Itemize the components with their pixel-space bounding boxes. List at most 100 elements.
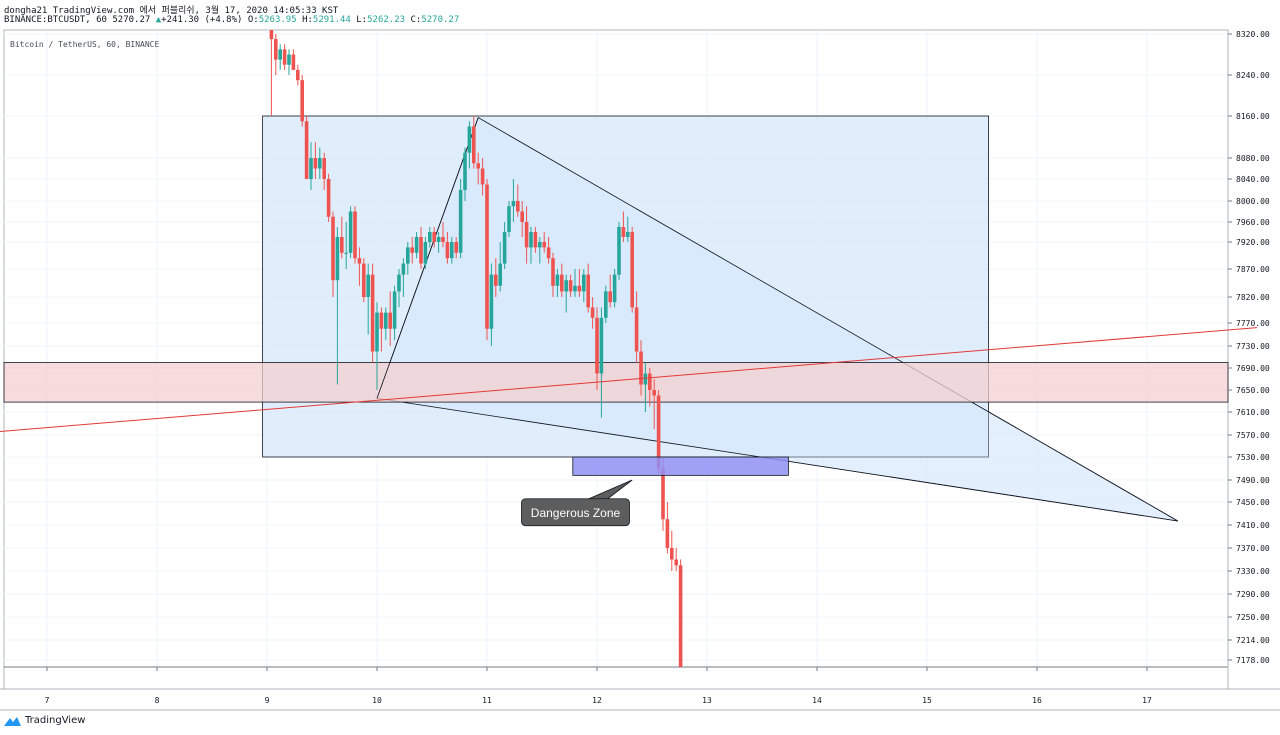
candle-body	[595, 317, 599, 374]
candle-body	[419, 237, 423, 264]
last-price: 5270.27	[112, 15, 151, 25]
candle-body	[590, 307, 595, 318]
candle-body	[300, 80, 304, 122]
candle-body	[494, 274, 498, 286]
candle-body	[656, 395, 661, 469]
candle-body	[586, 274, 590, 308]
candle-body	[450, 242, 454, 259]
up-arrow-icon: ▲	[155, 15, 162, 25]
candle-body	[599, 317, 604, 374]
candle-body	[555, 274, 560, 286]
candle-body	[498, 263, 502, 286]
close-label: C:	[410, 15, 422, 25]
candle-body	[348, 211, 353, 253]
candle-body	[309, 158, 313, 179]
candle-body	[331, 216, 335, 281]
time-tick-label: 16	[1032, 696, 1042, 705]
dangerous-box[interactable]	[572, 456, 789, 476]
candle-body	[621, 227, 626, 237]
low-value: 5262.23	[367, 15, 406, 25]
candle-body	[357, 258, 362, 264]
open-label: O:	[247, 15, 259, 25]
candle-body	[287, 54, 291, 65]
candle-body	[326, 179, 331, 217]
candle-body	[643, 373, 648, 385]
time-tick-label: 7	[45, 696, 50, 705]
candle-body	[472, 126, 476, 164]
candle-body	[538, 242, 542, 248]
candle-body	[375, 312, 379, 352]
ohlc-bar: BINANCE:BTCUSDT, 60 5270.27 ▲+241.30 (+4…	[4, 15, 459, 25]
apex-line[interactable]	[376, 117, 479, 399]
candle-body	[573, 285, 577, 292]
candle-body	[362, 263, 366, 297]
price-tick-label: 7490.00	[1236, 476, 1270, 485]
candle-body	[665, 519, 670, 548]
candle-body	[384, 312, 388, 329]
candle-body	[670, 548, 674, 560]
candle-body	[507, 206, 511, 232]
price-tick-label: 7570.00	[1236, 431, 1270, 440]
candle-body	[392, 291, 397, 329]
trend-line[interactable]	[0, 327, 1258, 433]
candle-body	[511, 201, 516, 207]
candle-body	[313, 158, 318, 169]
time-tick-label: 9	[265, 696, 270, 705]
low-label: L:	[356, 15, 368, 25]
candle-body	[630, 232, 634, 308]
candle-body	[542, 242, 546, 248]
price-tick-label: 7920.00	[1236, 238, 1270, 247]
price-tick-label: 8160.00	[1236, 112, 1270, 121]
candle-body	[476, 163, 480, 169]
price-tick-label: 7690.00	[1236, 364, 1270, 373]
candle-body	[568, 280, 573, 292]
candle-body	[370, 274, 375, 352]
candle-body	[546, 247, 551, 259]
change-value: +241.30 (+4.8%)	[161, 15, 243, 25]
candle-body	[626, 232, 630, 237]
price-tick-label: 7530.00	[1236, 453, 1270, 462]
candle-body	[366, 274, 370, 297]
price-tick-label: 8320.00	[1236, 30, 1270, 39]
candle-body	[463, 152, 467, 190]
tradingview-brand[interactable]: TradingView	[4, 715, 85, 726]
price-tick-label: 8040.00	[1236, 175, 1270, 184]
price-tick-label: 7410.00	[1236, 521, 1270, 530]
time-tick-label: 12	[592, 696, 602, 705]
candle-body	[291, 54, 296, 70]
candle-body	[428, 232, 432, 242]
candle-body	[480, 168, 485, 185]
candle-body	[318, 158, 322, 169]
candle-body	[278, 49, 282, 60]
candle-body	[634, 307, 639, 352]
candle-body	[467, 126, 472, 153]
candle-body	[432, 232, 436, 242]
candle-body	[524, 222, 529, 248]
resistance-zone[interactable]	[3, 362, 1229, 403]
candle-body	[274, 39, 278, 60]
candle-body	[269, 30, 274, 40]
price-tick-label: 7960.00	[1236, 218, 1270, 227]
candle-body	[322, 158, 326, 179]
candle-body	[423, 242, 428, 264]
close-value: 5270.27	[421, 15, 460, 25]
candle-body	[445, 242, 450, 259]
candle-body	[582, 274, 586, 292]
candle-body	[454, 242, 458, 253]
candle-body	[564, 280, 568, 292]
candle-body	[304, 121, 309, 179]
candle-body	[410, 247, 414, 253]
price-tick-label: 7450.00	[1236, 498, 1270, 507]
candle-body	[612, 274, 617, 303]
price-tick-label: 7178.00	[1236, 656, 1270, 665]
price-tick-label: 7870.00	[1236, 265, 1270, 274]
callout-box[interactable]	[521, 498, 630, 527]
publish-text: dongha21 TradingView.com 에서 퍼블리쉬, 3월 17,…	[4, 6, 339, 16]
candle-body	[529, 232, 533, 248]
price-tick-label: 7370.00	[1236, 544, 1270, 553]
callout-text: Dangerous Zone	[531, 506, 621, 520]
candle-body	[674, 559, 678, 566]
price-tick-label: 7610.00	[1236, 408, 1270, 417]
candle-body	[661, 468, 665, 520]
